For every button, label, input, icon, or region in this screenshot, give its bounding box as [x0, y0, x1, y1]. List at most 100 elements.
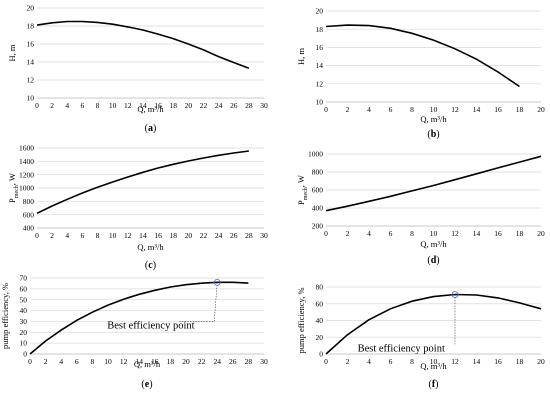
x-tick-label: 10	[430, 229, 438, 238]
x-tick-label: 26	[230, 231, 238, 240]
x-tick-label: 0	[28, 357, 32, 366]
x-tick-label: 4	[59, 357, 63, 366]
x-tick-label: 6	[389, 357, 393, 366]
x-tick-label: 14	[473, 105, 481, 114]
x-tick-label: 12	[120, 357, 128, 366]
y-tick-label: 10	[316, 98, 324, 107]
series-line	[37, 22, 249, 69]
y-tick-label: 12	[27, 76, 35, 85]
y-tick-label: 1400	[19, 157, 34, 166]
y-axis-label-unit: , W	[296, 175, 306, 187]
series-line	[326, 156, 541, 210]
series-line	[326, 25, 520, 86]
x-tick-label: 10	[430, 105, 438, 114]
y-tick-label: 1000	[308, 150, 323, 159]
x-tick-label: 24	[215, 231, 223, 240]
x-axis-label: Q, m³/h	[420, 361, 447, 371]
y-axis-label: pump efficiency, %	[296, 287, 306, 353]
y-tick-label: 16	[27, 40, 35, 49]
y-axis-label-subscript: mech	[14, 185, 20, 198]
y-tick-label: 800	[312, 168, 324, 177]
x-tick-label: 12	[124, 101, 132, 110]
x-tick-label: 0	[324, 105, 328, 114]
x-axis-label: Q, m³/h	[420, 239, 447, 249]
y-tick-label: 20	[316, 333, 324, 342]
y-tick-label: 14	[27, 58, 35, 67]
panel-caption: (b)	[427, 129, 439, 140]
x-tick-label: 22	[200, 101, 208, 110]
y-tick-label: 0	[319, 350, 323, 359]
panel-caption-close: )	[149, 379, 152, 390]
y-axis-label-main: H, m	[296, 48, 306, 65]
x-tick-label: 12	[451, 357, 459, 366]
x-tick-label: 28	[245, 231, 253, 240]
y-tick-label: 60	[316, 299, 324, 308]
y-axis-label: Pmech, W	[296, 175, 309, 205]
y-tick-label: 0	[23, 350, 27, 359]
y-axis-label-main: pump efficiency, %	[0, 283, 10, 349]
y-tick-label: 50	[20, 295, 28, 304]
x-tick-label: 0	[35, 101, 39, 110]
x-tick-label: 0	[35, 231, 39, 240]
x-tick-label: 6	[389, 229, 393, 238]
x-tick-label: 26	[230, 101, 238, 110]
y-axis-label-unit: , W	[7, 173, 17, 185]
y-tick-label: 40	[316, 316, 324, 325]
x-tick-label: 2	[50, 101, 54, 110]
x-tick-label: 2	[44, 357, 48, 366]
x-tick-label: 18	[516, 357, 524, 366]
x-tick-label: 16	[494, 357, 502, 366]
annotation-leader-line	[179, 282, 217, 321]
x-tick-label: 4	[65, 231, 69, 240]
x-tick-label: 12	[124, 231, 132, 240]
panel-caption-close: )	[436, 129, 439, 140]
x-tick-label: 8	[410, 357, 414, 366]
y-tick-label: 10	[27, 94, 35, 103]
y-tick-label: 40	[20, 306, 28, 315]
x-tick-label: 16	[494, 229, 502, 238]
annotation-label: Best efficiency point	[358, 343, 445, 354]
y-tick-label: 400	[23, 224, 35, 233]
x-tick-label: 4	[367, 105, 371, 114]
y-tick-label: 20	[27, 4, 35, 13]
panel-caption: (d)	[427, 255, 439, 266]
y-axis-label: pump efficiency, %	[0, 283, 10, 349]
y-tick-label: 400	[312, 204, 324, 213]
panel-caption-close: )	[436, 255, 439, 266]
y-tick-label: 12	[316, 79, 324, 88]
x-tick-label: 30	[260, 101, 268, 110]
series-line	[37, 151, 249, 213]
y-tick-label: 18	[27, 22, 35, 31]
y-tick-label: 60	[20, 284, 28, 293]
x-tick-label: 24	[213, 357, 221, 366]
x-tick-label: 30	[260, 231, 268, 240]
y-tick-label: 800	[23, 197, 35, 206]
x-tick-label: 0	[324, 357, 328, 366]
y-tick-label: 16	[316, 43, 324, 52]
panel-caption-close: )	[153, 123, 156, 134]
x-tick-label: 2	[346, 229, 350, 238]
y-tick-label: 20	[316, 7, 324, 16]
x-tick-label: 4	[65, 101, 69, 110]
y-tick-label: 70	[20, 274, 28, 283]
x-tick-label: 2	[346, 357, 350, 366]
x-tick-label: 14	[473, 229, 481, 238]
annotation-label: Best efficiency point	[107, 321, 194, 332]
panel-caption: (a)	[145, 123, 157, 134]
y-tick-label: 30	[20, 317, 28, 326]
panel-caption-close: )	[153, 260, 156, 271]
y-tick-label: 18	[316, 25, 324, 34]
x-tick-label: 20	[185, 231, 193, 240]
x-tick-label: 26	[229, 357, 237, 366]
x-axis-label: Q, m³/h	[134, 359, 161, 369]
x-tick-label: 6	[81, 101, 85, 110]
panel-caption: (f)	[428, 379, 438, 390]
panel-caption: (e)	[141, 379, 152, 390]
x-tick-label: 4	[367, 357, 371, 366]
y-tick-label: 14	[316, 61, 324, 70]
